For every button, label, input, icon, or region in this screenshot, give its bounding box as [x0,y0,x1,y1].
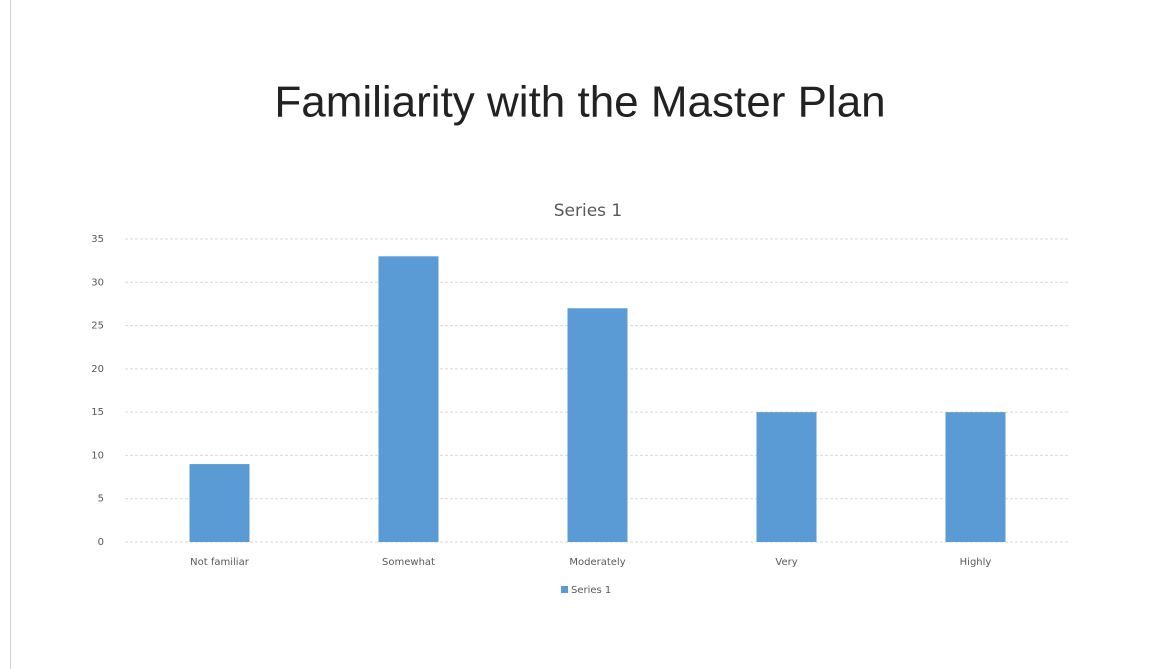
x-tick-label: Highly [960,557,992,568]
bar [945,412,1006,542]
x-tick-label: Not familiar [190,557,250,568]
y-tick-label: 15 [91,407,104,418]
y-tick-label: 30 [91,277,104,288]
y-tick-label: 20 [91,364,104,375]
bar [189,464,250,542]
x-tick-label: Very [775,557,797,568]
x-tick-label: Moderately [569,557,625,568]
y-tick-label: 5 [98,494,104,505]
legend-swatch [561,586,568,593]
y-tick-label: 0 [98,537,104,548]
chart-subtitle: Series 1 [554,201,623,221]
chart-title: Familiarity with the Master Plan [274,78,885,127]
bar [756,412,817,542]
legend-label: Series 1 [571,585,611,596]
bar [378,256,439,542]
y-tick-label: 25 [91,321,104,332]
y-tick-label: 10 [91,450,104,461]
x-tick-label: Somewhat [382,557,435,568]
bar [567,308,628,542]
y-tick-label: 35 [91,234,104,245]
